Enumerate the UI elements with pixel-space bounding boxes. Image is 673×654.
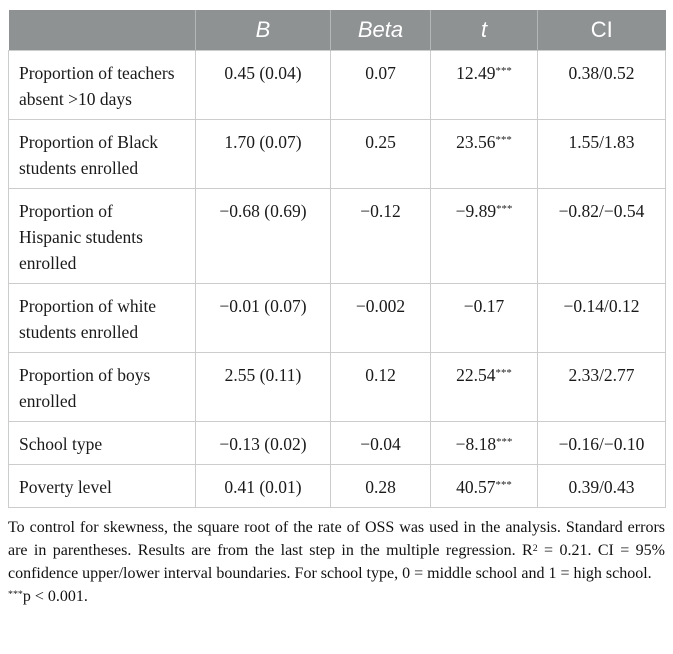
table-row: Proportion of Black students enrolled 1.7… [8,119,666,189]
b-cell: −0.01 (0.07) [195,283,331,353]
header-row: B Beta t CI [8,10,666,51]
significance-stars: *** [495,65,512,78]
significance-stars: *** [8,588,23,600]
row-label: School type [8,421,196,465]
significance-stars: *** [495,479,512,492]
t-cell: −8.18*** [430,421,538,465]
table-footnote: To control for skewness, the square root… [8,519,665,582]
table-row: Proportion of boys enrolled 2.55 (0.11) 0.… [8,352,666,422]
table-row: Proportion of teachers absent >10 days 0.… [8,50,666,120]
ci-cell: −0.16/−0.10 [537,421,666,465]
row-label: Proportion of white students enrolled [8,283,196,353]
t-cell: 23.56*** [430,119,538,189]
b-cell: 1.70 (0.07) [195,119,331,189]
b-cell: −0.13 (0.02) [195,421,331,465]
significance-stars: *** [495,134,512,147]
beta-cell: −0.002 [330,283,431,353]
table-row: Proportion of Hispanic students enrolled… [8,188,666,284]
b-cell: 0.41 (0.01) [195,464,331,508]
row-label: Proportion of Black students enrolled [8,119,196,189]
significance-stars: *** [495,367,512,380]
ci-cell: −0.82/−0.54 [537,188,666,284]
column-header-beta: Beta [330,10,431,51]
b-cell: 0.45 (0.04) [195,50,331,120]
ci-cell: 2.33/2.77 [537,352,666,422]
page: B Beta t CI Proportion of teachers absent >… [8,10,666,605]
significance-note: ***p < 0.001. [8,588,88,605]
beta-cell: 0.25 [330,119,431,189]
row-label: Proportion of boys enrolled [8,352,196,422]
row-label: Proportion of teachers absent >10 days [8,50,196,120]
beta-cell: 0.12 [330,352,431,422]
beta-cell: −0.12 [330,188,431,284]
corner-cell [8,10,196,51]
beta-cell: −0.04 [330,421,431,465]
t-cell: 40.57*** [430,464,538,508]
ci-cell: 1.55/1.83 [537,119,666,189]
t-cell: 22.54*** [430,352,538,422]
column-header-ci: CI [537,10,666,51]
table-body: Proportion of teachers absent >10 days 0.… [8,50,666,508]
table-row: Proportion of white students enrolled −0.… [8,283,666,353]
b-cell: −0.68 (0.69) [195,188,331,284]
t-cell: 12.49*** [430,50,538,120]
ci-cell: 0.39/0.43 [537,464,666,508]
t-cell: −0.17 [430,283,538,353]
column-header-b: B [195,10,331,51]
regression-table: B Beta t CI Proportion of teachers absent >… [8,10,666,508]
table-row: Poverty level 0.41 (0.01) 0.28 40.57*** 0.39… [8,464,666,508]
table-row: School type −0.13 (0.02) −0.04 −8.18*** −0.1… [8,421,666,465]
significance-stars: *** [496,436,513,449]
b-cell: 2.55 (0.11) [195,352,331,422]
column-header-t: t [430,10,538,51]
significance-stars: *** [496,203,513,216]
table-header: B Beta t CI [8,10,666,51]
t-cell: −9.89*** [430,188,538,284]
row-label: Proportion of Hispanic students enrolled [8,188,196,284]
ci-cell: −0.14/0.12 [537,283,666,353]
ci-cell: 0.38/0.52 [537,50,666,120]
row-label: Poverty level [8,464,196,508]
beta-cell: 0.07 [330,50,431,120]
beta-cell: 0.28 [330,464,431,508]
exponent: 2 [532,542,538,554]
